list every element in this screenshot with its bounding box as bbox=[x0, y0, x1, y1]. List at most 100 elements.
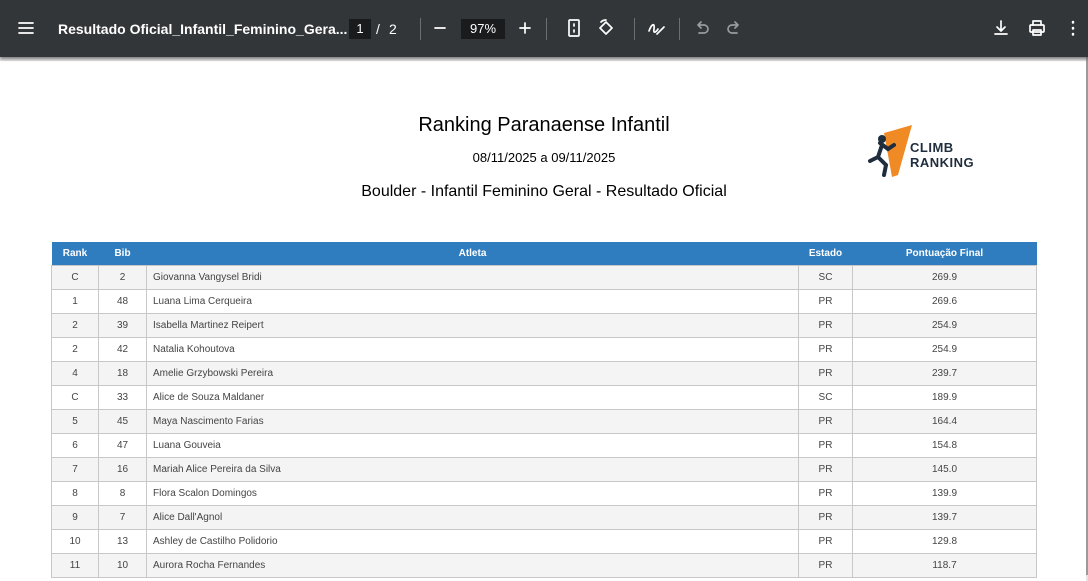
more[interactable] bbox=[1062, 17, 1084, 39]
column-header: Atleta bbox=[146, 242, 799, 266]
table-row: C 33 Alice de Souza Maldaner SC 189.9 bbox=[51, 385, 1037, 410]
table-cell: 9 bbox=[51, 505, 99, 530]
toolbar: Resultado Oficial_Infantil_Feminino_Gera… bbox=[0, 0, 1088, 57]
table-row: 11 10 Aurora Rocha Fernandes PR 118.7 bbox=[51, 553, 1037, 578]
table-cell: 139.9 bbox=[852, 481, 1037, 506]
table-cell: 45 bbox=[98, 409, 147, 434]
table-row: 8 8 Flora Scalon Domingos PR 139.9 bbox=[51, 481, 1037, 506]
undo[interactable] bbox=[691, 17, 713, 39]
document-dates: 08/11/2025 a 09/11/2025 bbox=[472, 150, 616, 165]
file-title: Resultado Oficial_Infantil_Feminino_Gera… bbox=[58, 21, 348, 37]
table-cell: 13 bbox=[98, 529, 147, 554]
column-header: Estado bbox=[798, 242, 853, 266]
page-input[interactable]: 1 bbox=[349, 19, 371, 39]
separator bbox=[546, 18, 547, 40]
table-cell: 47 bbox=[98, 433, 147, 458]
table-cell: 254.9 bbox=[852, 313, 1037, 338]
table-cell: PR bbox=[798, 409, 853, 434]
table-cell: 239.7 bbox=[852, 361, 1037, 386]
table-row: 10 13 Ashley de Castilho Polidorio PR 129.8 bbox=[51, 529, 1037, 554]
table-row: 6 47 Luana Gouveia PR 154.8 bbox=[51, 433, 1037, 458]
table-row: 7 16 Mariah Alice Pereira da Silva PR 145.0 bbox=[51, 457, 1037, 482]
table-cell: Mariah Alice Pereira da Silva bbox=[146, 457, 799, 482]
separator bbox=[679, 18, 680, 40]
column-header: Rank bbox=[51, 242, 99, 266]
table-cell: Alice de Souza Maldaner bbox=[146, 385, 799, 410]
table-cell: 42 bbox=[98, 337, 147, 362]
table-cell: PR bbox=[798, 529, 853, 554]
table-cell: 18 bbox=[98, 361, 147, 386]
document-subtitle: Boulder - Infantil Feminino Geral - Resu… bbox=[361, 183, 727, 200]
table-cell: 254.9 bbox=[852, 337, 1037, 362]
table-cell: PR bbox=[798, 553, 853, 578]
table-cell: PR bbox=[798, 361, 853, 386]
table-cell: 2 bbox=[98, 265, 147, 290]
zoom-out[interactable] bbox=[429, 17, 451, 39]
column-header: Bib bbox=[98, 242, 147, 266]
table-cell: Isabella Martinez Reipert bbox=[146, 313, 799, 338]
table-cell: 5 bbox=[51, 409, 99, 434]
table-cell: Ashley de Castilho Polidorio bbox=[146, 529, 799, 554]
table-cell: 4 bbox=[51, 361, 99, 386]
zoom-in[interactable] bbox=[514, 17, 536, 39]
table-cell: PR bbox=[798, 457, 853, 482]
table-cell: C bbox=[51, 265, 99, 290]
fit-page[interactable] bbox=[563, 17, 585, 39]
table-row: 9 7 Alice Dall'Agnol PR 139.7 bbox=[51, 505, 1037, 530]
menu-button[interactable] bbox=[15, 17, 37, 39]
table-cell: 33 bbox=[98, 385, 147, 410]
table-cell: Alice Dall'Agnol bbox=[146, 505, 799, 530]
table-cell: 48 bbox=[98, 289, 147, 314]
table-cell: 8 bbox=[98, 481, 147, 506]
table-cell: SC bbox=[798, 265, 853, 290]
redo[interactable] bbox=[723, 17, 745, 39]
table-cell: 269.9 bbox=[852, 265, 1037, 290]
table-cell: 11 bbox=[51, 553, 99, 578]
table-cell: 7 bbox=[98, 505, 147, 530]
table-cell: 129.8 bbox=[852, 529, 1037, 554]
column-header: Pontuação Final bbox=[852, 242, 1037, 266]
table-cell: 145.0 bbox=[852, 457, 1037, 482]
table-cell: 269.6 bbox=[852, 289, 1037, 314]
table-cell: 16 bbox=[98, 457, 147, 482]
table-row: C 2 Giovanna Vangysel Bridi SC 269.9 bbox=[51, 265, 1037, 290]
table-cell: SC bbox=[798, 385, 853, 410]
table-cell: 6 bbox=[51, 433, 99, 458]
table-cell: Aurora Rocha Fernandes bbox=[146, 553, 799, 578]
zoom-input[interactable]: 97% bbox=[461, 19, 505, 39]
logo-icon bbox=[868, 125, 912, 177]
table-cell: 189.9 bbox=[852, 385, 1037, 410]
table-row: 4 18 Amelie Grzybowski Pereira PR 239.7 bbox=[51, 361, 1037, 386]
table-cell: 139.7 bbox=[852, 505, 1037, 530]
table-cell: 118.7 bbox=[852, 553, 1037, 578]
separator bbox=[420, 18, 421, 40]
table-row: 1 48 Luana Lima Cerqueira PR 269.6 bbox=[51, 289, 1037, 314]
table-cell: 7 bbox=[51, 457, 99, 482]
table-row: 2 39 Isabella Martinez Reipert PR 254.9 bbox=[51, 313, 1037, 338]
table-cell: 164.4 bbox=[852, 409, 1037, 434]
table-cell: PR bbox=[798, 289, 853, 314]
table-cell: Luana Lima Cerqueira bbox=[146, 289, 799, 314]
table-cell: Natalia Kohoutova bbox=[146, 337, 799, 362]
logo-text: RANKING bbox=[910, 155, 975, 170]
table-cell: 154.8 bbox=[852, 433, 1037, 458]
table-cell: 1 bbox=[51, 289, 99, 314]
table-cell: Flora Scalon Domingos bbox=[146, 481, 799, 506]
page-total: 2 bbox=[389, 21, 397, 37]
rotate[interactable] bbox=[595, 17, 617, 39]
table-cell: 2 bbox=[51, 337, 99, 362]
document-title: Ranking Paranaense Infantil bbox=[418, 114, 670, 136]
table-cell: 10 bbox=[51, 529, 99, 554]
scrollbar[interactable] bbox=[1086, 57, 1088, 575]
annotate[interactable] bbox=[645, 17, 667, 39]
results-table: Rank Bib Atleta Estado Pontuação Final C 2 Gio… bbox=[51, 242, 1037, 578]
download[interactable] bbox=[990, 17, 1012, 39]
table-row: 2 42 Natalia Kohoutova PR 254.9 bbox=[51, 337, 1037, 362]
separator bbox=[634, 18, 635, 40]
table-cell: PR bbox=[798, 337, 853, 362]
pdf-page: Ranking Paranaense Infantil 08/11/2025 a… bbox=[0, 61, 1086, 581]
table-cell: Amelie Grzybowski Pereira bbox=[146, 361, 799, 386]
table-cell: Luana Gouveia bbox=[146, 433, 799, 458]
print[interactable] bbox=[1026, 17, 1048, 39]
